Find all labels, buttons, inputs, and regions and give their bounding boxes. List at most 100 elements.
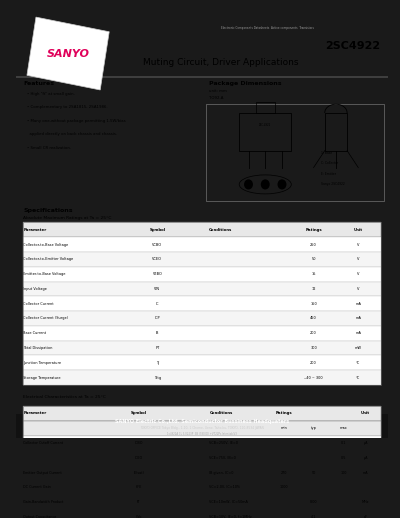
Text: Emitter Output Current: Emitter Output Current (24, 470, 62, 474)
Text: SANYO Electric Co.,Ltd. Semiconductor Bussiness Headquaters: SANYO Electric Co.,Ltd. Semiconductor Bu… (115, 419, 289, 424)
Bar (256, 102, 274, 112)
Text: 100: 100 (340, 470, 346, 474)
Text: VCE=75V, IB=0: VCE=75V, IB=0 (210, 456, 236, 460)
Text: V: V (357, 242, 360, 247)
Text: Conditions: Conditions (209, 228, 232, 232)
Text: ‒40 ~ 300: ‒40 ~ 300 (304, 376, 323, 380)
Text: mA: mA (355, 316, 361, 321)
Text: VCB=10V, IE=0, f=1MHz: VCB=10V, IE=0, f=1MHz (210, 515, 252, 518)
Text: Emitter-to-Base Voltage: Emitter-to-Base Voltage (24, 272, 66, 276)
Text: pF: pF (364, 515, 368, 518)
Bar (24, 465, 380, 480)
Text: DC Current Gain: DC Current Gain (24, 485, 51, 490)
Text: μA: μA (364, 456, 368, 460)
Text: 200: 200 (310, 361, 317, 365)
Text: SANYO: SANYO (46, 49, 90, 59)
Circle shape (278, 179, 286, 190)
Text: 450: 450 (310, 316, 317, 321)
Text: mA: mA (363, 470, 368, 474)
Text: MHz: MHz (362, 500, 369, 504)
Bar (239, 112, 291, 151)
Bar (24, 450, 380, 465)
Bar (16, 414, 388, 438)
Bar (24, 281, 380, 296)
Text: Junction Temperature: Junction Temperature (24, 361, 62, 365)
Text: 2SC-4922: 2SC-4922 (259, 123, 271, 127)
Text: • Complementary to 2SA1815, 2SA1986.: • Complementary to 2SA1815, 2SA1986. (27, 105, 108, 109)
Text: VCBO: VCBO (152, 242, 162, 247)
Text: max: max (340, 426, 347, 430)
Bar (24, 355, 380, 370)
Text: Package Dimensions: Package Dimensions (210, 81, 282, 86)
Text: Input Voltage: Input Voltage (24, 287, 47, 291)
Text: Specifications: Specifications (24, 208, 73, 212)
Text: Unit: Unit (354, 228, 363, 232)
Bar (24, 237, 380, 252)
Text: °C: °C (356, 361, 360, 365)
Text: 300: 300 (310, 346, 317, 350)
Text: IE(sat): IE(sat) (133, 470, 144, 474)
Text: 150: 150 (310, 301, 317, 306)
Text: V: V (357, 257, 360, 262)
Text: V: V (357, 272, 360, 276)
Circle shape (244, 179, 253, 190)
Text: Ratings: Ratings (305, 228, 322, 232)
Bar (24, 222, 380, 385)
Text: Electronic Components Datasheets  Active components  Transistors: Electronic Components Datasheets Active … (221, 26, 314, 30)
Text: VIN: VIN (154, 287, 160, 291)
Bar (24, 495, 380, 510)
Text: Base Current: Base Current (24, 331, 46, 335)
Text: • High "ft" at small gain.: • High "ft" at small gain. (27, 92, 75, 95)
Text: Collector Cutoff Current: Collector Cutoff Current (24, 441, 64, 445)
Bar (24, 436, 380, 450)
Text: 0.5: 0.5 (341, 456, 346, 460)
Text: fT: fT (137, 500, 140, 504)
Text: hFE: hFE (136, 485, 142, 490)
Bar (24, 370, 380, 385)
Text: ICP: ICP (154, 316, 160, 321)
Text: IB given, IC=0: IB given, IC=0 (210, 470, 234, 474)
Text: C: Collector: C: Collector (321, 161, 338, 165)
Text: • Small CR realization.: • Small CR realization. (27, 146, 71, 150)
Bar (24, 480, 380, 495)
Text: TO92-A: TO92-A (210, 96, 224, 100)
Text: Cob: Cob (136, 515, 142, 518)
Text: Unit: Unit (361, 411, 370, 415)
Text: μA: μA (364, 441, 368, 445)
Text: °C: °C (356, 376, 360, 380)
Text: Electrical Characteristics at Ta = 25°C: Electrical Characteristics at Ta = 25°C (24, 396, 106, 399)
Text: Collector-to-Base Voltage: Collector-to-Base Voltage (24, 242, 68, 247)
Text: 50: 50 (311, 257, 316, 262)
Text: Collector Current: Collector Current (24, 301, 54, 306)
Text: VC=2.0V, IC=10%: VC=2.0V, IC=10% (210, 485, 240, 490)
Bar (24, 341, 380, 355)
Text: TOKYO OFFICE Tokyo Bldg., 1-10, 1 Chome, Ueno, Taito-ku, TOKYO, 110-8534 JAPAN: TOKYO OFFICE Tokyo Bldg., 1-10, 1 Chome,… (140, 426, 264, 430)
Text: 12: 12 (311, 287, 316, 291)
Text: 8.00: 8.00 (310, 500, 317, 504)
Bar (24, 406, 380, 518)
Bar (24, 326, 380, 341)
Text: min: min (280, 426, 287, 430)
Text: 0.1: 0.1 (341, 441, 346, 445)
Text: VCE=10mW, IC=50mA: VCE=10mW, IC=50mA (210, 500, 248, 504)
Text: Symbol: Symbol (149, 228, 166, 232)
Text: Output Capacitance: Output Capacitance (24, 515, 57, 518)
Text: Conditions: Conditions (210, 411, 233, 415)
Text: • Many one-without package permitting 1.5W/bias: • Many one-without package permitting 1.… (27, 119, 126, 123)
Text: 250: 250 (310, 242, 317, 247)
Bar (24, 296, 380, 311)
Text: 1: Base: 1: Base (321, 151, 332, 155)
Text: mA: mA (355, 331, 361, 335)
Text: Sanyo 2SC4922: Sanyo 2SC4922 (321, 182, 345, 186)
Polygon shape (27, 17, 109, 90)
Text: applied directly on back chassis and chassis.: applied directly on back chassis and cha… (27, 132, 117, 136)
Text: Parameter: Parameter (24, 411, 47, 415)
Bar (24, 406, 380, 421)
Bar (24, 510, 380, 518)
Text: 50: 50 (312, 470, 316, 474)
Text: unit: mm: unit: mm (210, 90, 227, 93)
Text: Absolute Maximum Ratings at Ta = 25°C: Absolute Maximum Ratings at Ta = 25°C (24, 216, 112, 220)
Text: IB: IB (156, 331, 159, 335)
Bar (24, 252, 380, 267)
Text: IC: IC (156, 301, 159, 306)
